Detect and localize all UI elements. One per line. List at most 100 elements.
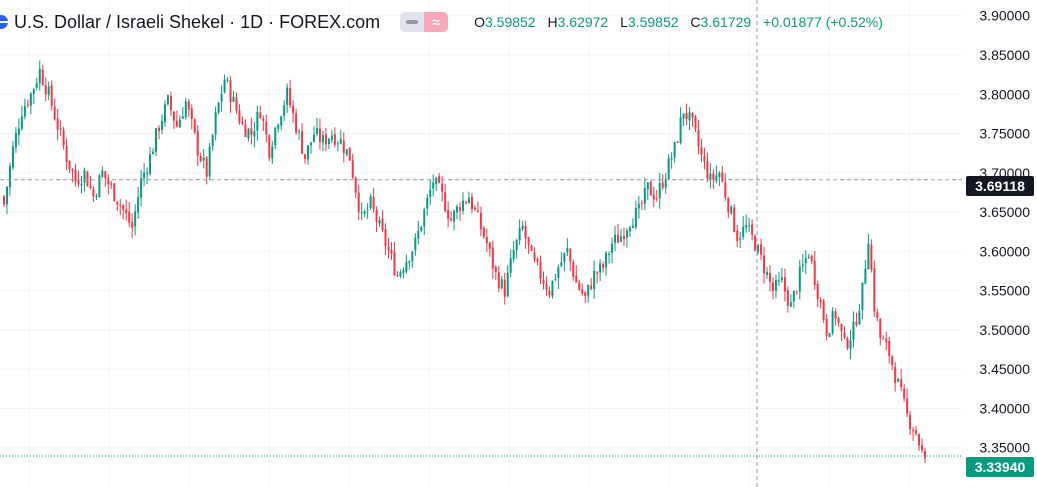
candle-up bbox=[184, 97, 187, 120]
candle-up bbox=[414, 233, 417, 256]
candle-down bbox=[470, 192, 473, 214]
candle-down bbox=[882, 335, 885, 340]
candle-up bbox=[214, 106, 217, 141]
price-tick-label: 3.75000 bbox=[979, 126, 1030, 142]
candle-down bbox=[351, 153, 354, 179]
candle-down bbox=[41, 64, 44, 86]
price-tick-label: 3.80000 bbox=[979, 86, 1030, 102]
candle-down bbox=[289, 79, 292, 109]
close-value: 3.61729 bbox=[700, 14, 752, 30]
candle-up bbox=[429, 179, 432, 206]
candle-down bbox=[891, 355, 894, 371]
candle-up bbox=[801, 254, 804, 273]
candle-up bbox=[500, 275, 503, 290]
candle-down bbox=[107, 173, 110, 195]
candle-up bbox=[411, 250, 414, 268]
price-tick-label: 3.85000 bbox=[979, 47, 1030, 63]
candle-down bbox=[870, 239, 873, 273]
candle-up bbox=[807, 253, 810, 260]
candle-down bbox=[196, 125, 199, 167]
candle-up bbox=[166, 94, 169, 106]
candle-up bbox=[98, 173, 101, 198]
candle-down bbox=[384, 223, 387, 256]
candle-up bbox=[521, 220, 524, 231]
candle-up bbox=[634, 200, 637, 230]
candle-down bbox=[816, 280, 819, 308]
candle-down bbox=[116, 201, 119, 212]
candle-up bbox=[509, 249, 512, 278]
candle-down bbox=[697, 120, 700, 155]
open-value: 3.59852 bbox=[484, 14, 536, 30]
candle-up bbox=[402, 267, 405, 279]
candle-up bbox=[605, 251, 608, 276]
candle-down bbox=[50, 80, 53, 111]
candle-down bbox=[825, 314, 828, 341]
candle-down bbox=[244, 119, 247, 137]
candle-down bbox=[488, 241, 491, 257]
collapse-icon[interactable] bbox=[400, 12, 425, 32]
candle-down bbox=[578, 279, 581, 292]
candle-up bbox=[798, 259, 801, 300]
candle-down bbox=[92, 186, 95, 202]
candle-down bbox=[68, 160, 71, 173]
candle-up bbox=[29, 91, 32, 115]
candle-up bbox=[599, 259, 602, 282]
candle-down bbox=[357, 184, 360, 220]
candle-down bbox=[497, 265, 500, 293]
candle-down bbox=[193, 118, 196, 135]
candle-up bbox=[408, 260, 411, 270]
candle-down bbox=[396, 270, 399, 278]
candle-up bbox=[688, 107, 691, 131]
candle-up bbox=[181, 107, 184, 120]
candle-down bbox=[464, 200, 467, 205]
legend-toggle[interactable]: ≈ bbox=[400, 12, 449, 32]
candle-up bbox=[718, 171, 721, 187]
price-tick-label: 3.40000 bbox=[979, 400, 1030, 416]
candle-down bbox=[876, 308, 879, 322]
candle-down bbox=[846, 336, 849, 350]
candle-up bbox=[748, 217, 751, 232]
wave-icon[interactable]: ≈ bbox=[424, 12, 449, 32]
candle-up bbox=[730, 205, 733, 215]
candle-down bbox=[491, 240, 494, 279]
candle-up bbox=[155, 127, 158, 157]
candle-up bbox=[780, 267, 783, 283]
candle-up bbox=[432, 174, 435, 197]
candle-up bbox=[587, 284, 590, 303]
candle-up bbox=[208, 142, 211, 181]
candle-down bbox=[834, 308, 837, 326]
candle-down bbox=[906, 388, 909, 417]
candle-up bbox=[664, 173, 667, 194]
candle-down bbox=[900, 368, 903, 392]
candle-up bbox=[152, 148, 155, 155]
candle-up bbox=[858, 303, 861, 326]
candle-down bbox=[485, 228, 488, 252]
candle-down bbox=[56, 109, 59, 141]
candle-down bbox=[259, 105, 262, 119]
candle-down bbox=[703, 147, 706, 170]
candle-up bbox=[512, 240, 515, 263]
candle-up bbox=[658, 173, 661, 209]
candle-up bbox=[307, 145, 310, 165]
candle-down bbox=[265, 114, 268, 143]
candle-down bbox=[324, 127, 327, 151]
candle-down bbox=[903, 383, 906, 402]
candle-down bbox=[912, 426, 915, 441]
candle-down bbox=[503, 272, 506, 305]
candle-down bbox=[545, 276, 548, 296]
candle-up bbox=[554, 273, 557, 282]
candle-down bbox=[390, 241, 393, 260]
candle-down bbox=[733, 204, 736, 233]
candle-down bbox=[295, 108, 298, 135]
candle-down bbox=[754, 234, 757, 252]
candle-down bbox=[769, 265, 772, 292]
symbol-title[interactable]: U.S. Dollar / Israeli Shekel · 1D · FORE… bbox=[14, 11, 381, 32]
candle-up bbox=[5, 186, 8, 215]
candle-up bbox=[95, 193, 98, 201]
price-tick-label: 3.90000 bbox=[979, 8, 1030, 24]
candle-down bbox=[318, 118, 321, 150]
price-axis: 3.900003.850003.800003.750003.700003.650… bbox=[979, 8, 1030, 456]
candle-up bbox=[253, 122, 256, 148]
candle-down bbox=[691, 112, 694, 127]
